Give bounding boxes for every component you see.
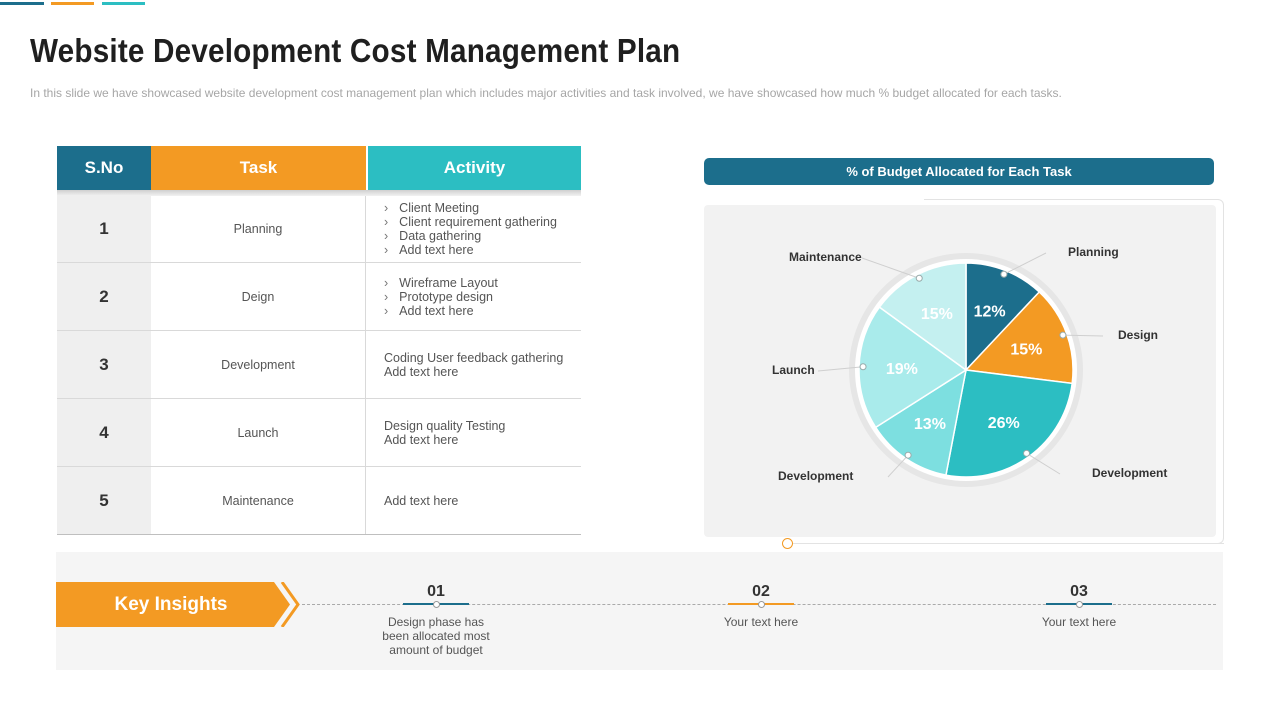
- slice-marker: [915, 274, 923, 282]
- leader-line: [1003, 252, 1047, 275]
- slice-marker: [904, 451, 912, 459]
- header-task: Task: [151, 146, 366, 190]
- pie-slice-planning: [965, 262, 1041, 372]
- pie-value-label: 19%: [886, 361, 918, 378]
- key-insights-label: Key Insights: [114, 593, 228, 615]
- row-sno: 1: [57, 196, 151, 262]
- activity-item: Client requirement gathering: [384, 215, 581, 229]
- row-activity: Client Meeting Client requirement gather…: [366, 196, 581, 262]
- row-task: Development: [151, 331, 366, 398]
- cost-table: S.No Task Activity 1 Planning Client Mee…: [57, 146, 581, 535]
- activity-text: Coding User feedback gathering: [384, 350, 564, 365]
- insight-number: 03: [1070, 583, 1088, 600]
- leader-line: [1026, 452, 1061, 475]
- pie-slice-maintenance: [878, 262, 967, 372]
- insight-text: Your text here: [1041, 615, 1117, 629]
- insight-number: 02: [752, 583, 770, 600]
- table-row: 4 Launch Design quality Testing Add text…: [57, 399, 581, 467]
- pie-category-label: Launch: [772, 363, 815, 377]
- table-row: 3 Development Coding User feedback gathe…: [57, 331, 581, 399]
- activity-text: Add text here: [384, 364, 459, 379]
- activity-item: Wireframe Layout: [384, 276, 581, 290]
- insight-bar: [728, 601, 794, 608]
- row-activity: Add text here: [366, 467, 581, 534]
- pie-slice-development: [874, 368, 968, 476]
- pie-value-label: 12%: [974, 303, 1006, 320]
- activity-text: Design quality Testing: [384, 418, 506, 433]
- activity-item: Data gathering: [384, 229, 581, 243]
- accent-bar-orange: [51, 2, 94, 5]
- pie-category-label: Development: [1092, 466, 1167, 480]
- chart-header: % of Budget Allocated for Each Task: [704, 158, 1214, 185]
- row-activity: Coding User feedback gathering Add text …: [366, 331, 581, 398]
- leader-line: [861, 257, 920, 279]
- row-activity: Design quality Testing Add text here: [366, 399, 581, 466]
- pie-category-label: Planning: [1068, 245, 1119, 259]
- activity-text: Add text here: [384, 432, 459, 447]
- insight-item: 02 Your text here: [691, 583, 831, 629]
- accent-bar-dark: [0, 2, 44, 5]
- pie-value-label: 15%: [921, 306, 953, 323]
- header-activity: Activity: [368, 146, 581, 190]
- insight-bar: [403, 601, 469, 608]
- slice-marker: [1023, 449, 1031, 457]
- activity-item: Client Meeting: [384, 201, 581, 215]
- insight-bar: [1046, 601, 1112, 608]
- insight-text: Your text here: [723, 615, 799, 629]
- activity-item: Add text here: [384, 243, 581, 257]
- leader-line: [1062, 334, 1104, 337]
- table-row: 1 Planning Client Meeting Client require…: [57, 196, 581, 263]
- pie-category-label: Development: [778, 469, 853, 483]
- pie-value-label: 26%: [988, 415, 1020, 432]
- row-sno: 3: [57, 331, 151, 398]
- insight-text: Design phase has been allocated most amo…: [382, 615, 490, 657]
- row-task: Launch: [151, 399, 366, 466]
- chart-frame-line: [790, 543, 1224, 544]
- pie-category-label: Design: [1118, 328, 1158, 342]
- slice-marker: [1000, 270, 1008, 278]
- key-insights-arrow: [56, 582, 300, 627]
- table-header: S.No Task Activity: [57, 146, 581, 190]
- pie-category-label: Maintenance: [789, 250, 862, 264]
- insight-number: 01: [427, 583, 445, 600]
- slice-marker: [1059, 331, 1067, 339]
- page-title: Website Development Cost Management Plan: [30, 32, 681, 69]
- insight-item: 01 Design phase has been allocated most …: [366, 583, 506, 657]
- row-sno: 4: [57, 399, 151, 466]
- leader-line: [887, 454, 909, 478]
- accent-bar-teal: [102, 2, 145, 5]
- table-row: 2 Deign Wireframe Layout Prototype desig…: [57, 263, 581, 331]
- row-task: Planning: [151, 196, 366, 262]
- activity-item: Add text here: [384, 304, 581, 318]
- row-sno: 2: [57, 263, 151, 330]
- leader-line: [817, 366, 864, 372]
- pie-value-label: 15%: [1010, 341, 1042, 358]
- connector-dot: [782, 538, 793, 549]
- header-sno: S.No: [57, 146, 151, 190]
- activity-item: Prototype design: [384, 290, 581, 304]
- pie-value-label: 13%: [914, 416, 946, 433]
- row-activity: Wireframe Layout Prototype design Add te…: [366, 263, 581, 330]
- row-task: Maintenance: [151, 467, 366, 534]
- table-row: 5 Maintenance Add text here: [57, 467, 581, 535]
- activity-text: Add text here: [384, 493, 459, 508]
- insight-item: 03 Your text here: [1009, 583, 1149, 629]
- pie-slice-development: [945, 369, 1073, 478]
- pie-slice-design: [964, 290, 1074, 385]
- slice-marker: [859, 363, 867, 371]
- header-shadow: [57, 190, 581, 196]
- page-subtitle: In this slide we have showcased website …: [30, 86, 1062, 100]
- row-task: Deign: [151, 263, 366, 330]
- row-sno: 5: [57, 467, 151, 534]
